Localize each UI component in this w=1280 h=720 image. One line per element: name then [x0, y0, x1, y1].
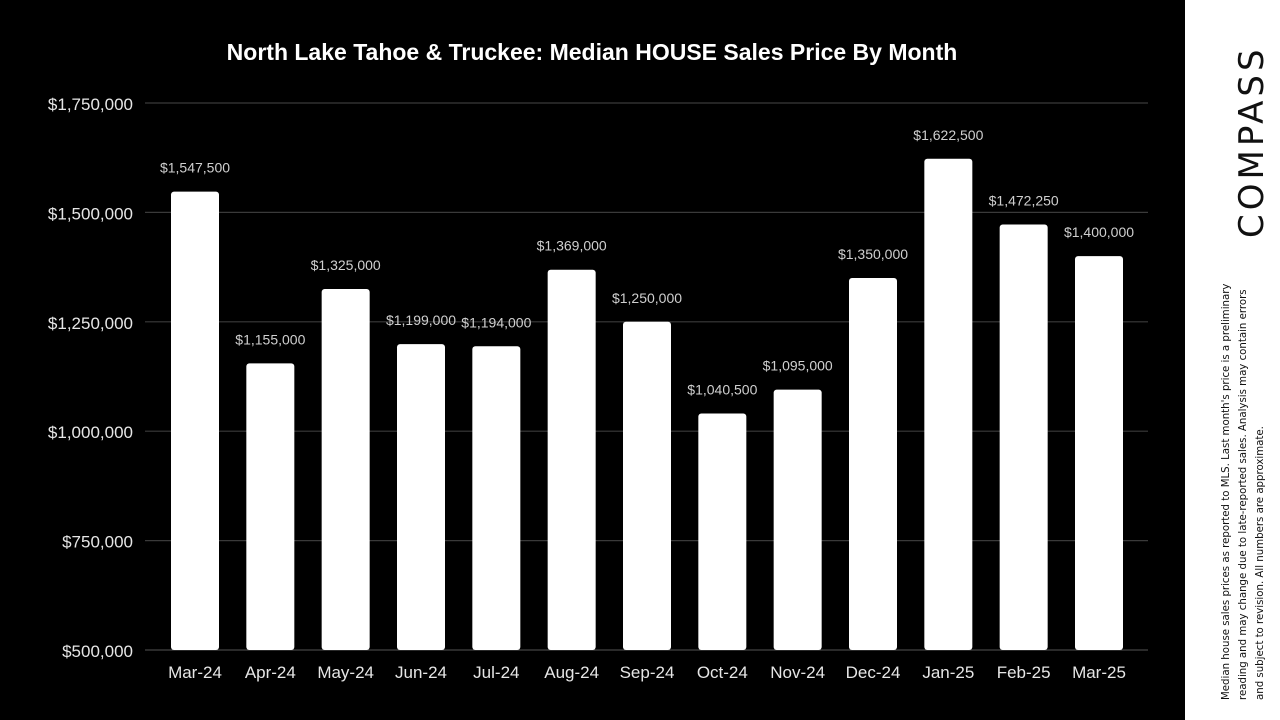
y-tick-label: $750,000: [62, 533, 133, 552]
x-tick-label: Oct-24: [697, 663, 748, 682]
x-tick-label: Feb-25: [997, 663, 1051, 682]
y-tick-label: $1,500,000: [48, 204, 133, 223]
chart-panel: North Lake Tahoe & Truckee: Median HOUSE…: [0, 0, 1185, 720]
y-axis-ticks: $500,000 $750,000 $1,000,000 $1,250,000 $1,5…: [48, 95, 133, 661]
bars: [171, 158, 1123, 650]
x-axis-ticks: Mar-24 Apr-24 May-24 Jun-24 Jul-24 Aug-24 Sep-…: [168, 663, 1126, 682]
x-tick-label: Sep-24: [620, 663, 675, 682]
data-label: $1,040,500: [687, 381, 757, 397]
bar: [849, 278, 897, 650]
data-label: $1,199,000: [386, 312, 456, 328]
bar: [171, 191, 219, 650]
compass-logo: COMPASS: [1232, 45, 1272, 238]
y-tick-label: $1,250,000: [48, 314, 133, 333]
bar: [698, 413, 747, 650]
bar: [1075, 256, 1123, 650]
data-label: $1,095,000: [763, 358, 833, 374]
data-label: $1,547,500: [160, 160, 230, 176]
sidebar: [1185, 0, 1280, 720]
bar: [472, 346, 521, 650]
data-label: $1,350,000: [838, 246, 908, 262]
data-label: $1,400,000: [1064, 224, 1134, 240]
y-tick-label: $1,750,000: [48, 95, 133, 114]
x-tick-label: Jan-25: [922, 663, 974, 682]
bar: [999, 224, 1048, 650]
data-label: $1,622,500: [913, 127, 983, 143]
bar: [321, 288, 370, 650]
bar: [547, 269, 596, 650]
y-tick-label: $500,000: [62, 642, 133, 661]
x-tick-label: Mar-24: [168, 663, 222, 682]
y-tick-label: $1,000,000: [48, 423, 133, 442]
data-label: $1,194,000: [461, 314, 531, 330]
x-tick-label: Apr-24: [245, 663, 296, 682]
bar: [623, 321, 671, 650]
x-tick-label: Jun-24: [395, 663, 447, 682]
x-tick-label: May-24: [317, 663, 374, 682]
x-tick-label: Mar-25: [1072, 663, 1126, 682]
bar: [246, 363, 295, 650]
x-tick-label: Nov-24: [770, 663, 825, 682]
x-tick-label: Jul-24: [473, 663, 519, 682]
data-label: $1,325,000: [311, 257, 381, 273]
x-tick-label: Dec-24: [846, 663, 901, 682]
bar-chart: North Lake Tahoe & Truckee: Median HOUSE…: [48, 39, 1148, 682]
bar: [773, 389, 822, 650]
bar: [924, 158, 973, 650]
data-label: $1,472,250: [989, 193, 1059, 209]
data-labels: $1,547,500 $1,155,000 $1,325,000 $1,199,000…: [160, 127, 1134, 398]
data-label: $1,155,000: [235, 331, 305, 347]
bar: [397, 344, 445, 650]
disclaimer-text: Median house sales prices as reported to…: [1221, 283, 1266, 700]
data-label: $1,250,000: [612, 290, 682, 306]
data-label: $1,369,000: [537, 238, 607, 254]
x-tick-label: Aug-24: [544, 663, 599, 682]
chart-title: North Lake Tahoe & Truckee: Median HOUSE…: [227, 39, 958, 65]
